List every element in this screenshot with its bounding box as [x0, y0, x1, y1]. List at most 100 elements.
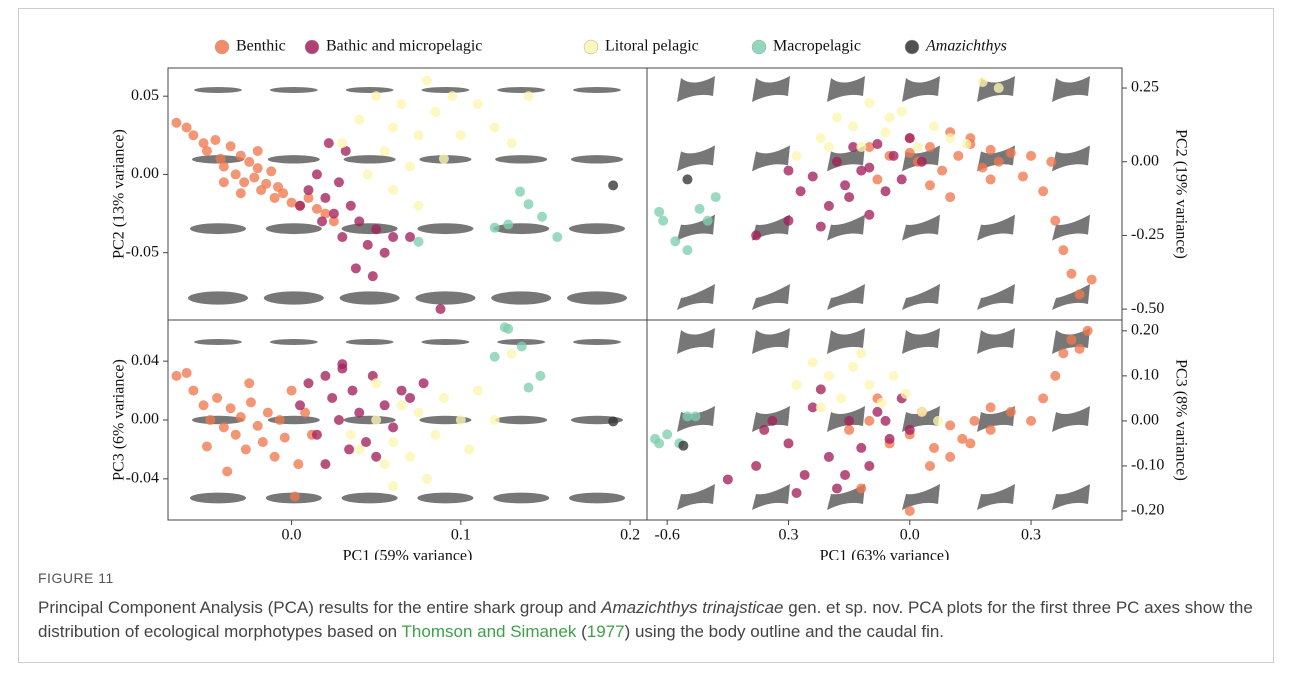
data-point: [507, 138, 517, 148]
body-silhouette: [421, 87, 469, 93]
data-point: [231, 430, 241, 440]
data-point: [1058, 245, 1068, 255]
data-point: [965, 438, 975, 448]
data-point: [405, 162, 415, 172]
legend-label: Litoral pelagic: [605, 38, 699, 55]
data-point: [783, 438, 793, 448]
data-point: [397, 386, 407, 396]
data-point: [182, 368, 192, 378]
data-point: [317, 216, 327, 226]
data-point: [337, 138, 347, 148]
data-point: [266, 166, 276, 176]
data-point: [881, 186, 891, 196]
x-tick-label: 0.3: [1021, 527, 1041, 544]
data-point: [388, 422, 398, 432]
data-point: [473, 99, 483, 109]
caption-species: Amazichthys trinajsticae: [601, 598, 783, 617]
data-point: [295, 400, 305, 410]
body-silhouette: [342, 493, 398, 504]
y-tick-label: -0.20: [1131, 502, 1164, 519]
fin-silhouette: [827, 76, 865, 102]
data-point: [202, 146, 212, 156]
data-point: [354, 444, 364, 454]
data-point: [897, 174, 907, 184]
data-point: [905, 148, 915, 158]
data-point: [354, 115, 364, 125]
data-point: [929, 443, 939, 453]
data-point: [1050, 371, 1060, 381]
data-point: [278, 188, 288, 198]
citation-link[interactable]: Thomson and Simanek: [402, 622, 577, 641]
data-point: [978, 163, 988, 173]
data-point: [327, 393, 337, 403]
data-point: [515, 187, 525, 197]
data-point: [270, 452, 280, 462]
body-silhouette: [495, 155, 547, 163]
data-point: [275, 415, 285, 425]
data-point: [419, 378, 429, 388]
data-point: [925, 142, 935, 152]
y-tick-label: -0.04: [126, 469, 159, 486]
data-point: [986, 425, 996, 435]
data-point: [1066, 335, 1076, 345]
legend-marker: [305, 40, 319, 54]
data-point: [241, 444, 251, 454]
data-point: [783, 216, 793, 226]
data-point: [334, 177, 344, 187]
fin-silhouette: [977, 284, 1015, 310]
data-point: [658, 216, 668, 226]
body-silhouette: [266, 223, 322, 234]
fin-silhouette: [677, 284, 715, 310]
data-point: [848, 121, 858, 131]
data-point: [202, 441, 212, 451]
data-point: [654, 207, 664, 217]
data-point: [848, 362, 858, 372]
fin-silhouette: [1052, 284, 1090, 310]
data-point: [832, 113, 842, 123]
data-point: [329, 209, 339, 219]
data-point: [188, 386, 198, 396]
data-point: [872, 174, 882, 184]
data-point: [439, 154, 449, 164]
body-silhouette: [264, 291, 324, 304]
data-point: [889, 151, 899, 161]
data-point: [792, 151, 802, 161]
body-silhouette: [194, 87, 242, 93]
data-point: [662, 429, 672, 439]
body-silhouette: [194, 339, 242, 345]
legend-marker: [905, 40, 919, 54]
data-point: [986, 402, 996, 412]
body-silhouette: [573, 339, 621, 345]
body-silhouette: [190, 223, 246, 234]
data-point: [1066, 269, 1076, 279]
data-point: [1075, 289, 1085, 299]
data-point: [905, 425, 915, 435]
caption-text: Principal Component Analysis (PCA) resul…: [38, 598, 601, 617]
y-axis-title: PC3 (6% variance): [111, 359, 128, 481]
data-point: [864, 163, 874, 173]
data-point: [447, 91, 457, 101]
y-tick-label: -0.10: [1131, 457, 1164, 474]
data-point: [253, 146, 263, 156]
data-point: [324, 138, 334, 148]
citation-year[interactable]: 1977: [587, 622, 625, 641]
data-point: [524, 199, 534, 209]
body-silhouette: [573, 87, 621, 93]
data-point: [414, 201, 424, 211]
data-point: [397, 400, 407, 410]
data-point: [1026, 416, 1036, 426]
data-point: [258, 437, 268, 447]
fin-silhouette: [677, 76, 715, 102]
data-point: [917, 157, 927, 167]
fin-silhouette: [677, 145, 715, 171]
data-point: [354, 216, 364, 226]
data-point: [388, 437, 398, 447]
data-point: [537, 212, 547, 222]
data-point: [226, 141, 236, 151]
legend-marker: [752, 40, 766, 54]
data-point: [856, 348, 866, 358]
data-point: [371, 224, 381, 234]
y-tick-label: -0.25: [1131, 226, 1164, 243]
fin-silhouette: [827, 284, 865, 310]
data-point: [280, 433, 290, 443]
